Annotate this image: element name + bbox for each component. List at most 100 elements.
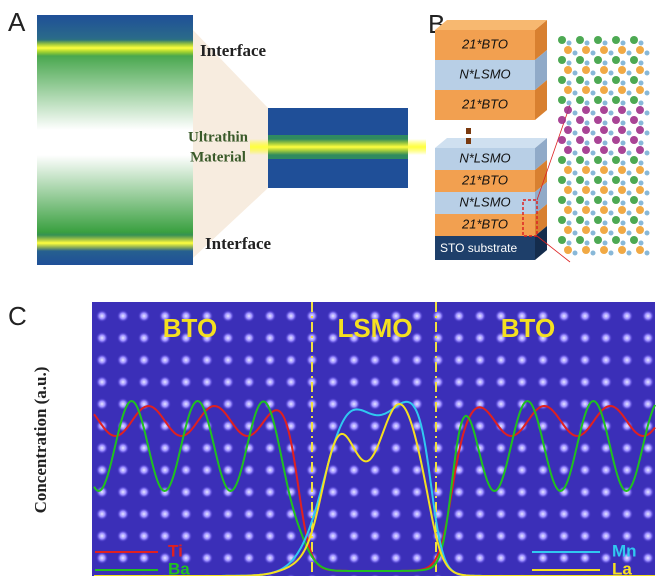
label: Material — [190, 149, 246, 165]
region-label: LSMO — [337, 313, 412, 343]
atom — [630, 56, 638, 64]
atom — [645, 131, 650, 136]
atom — [576, 96, 584, 104]
atom — [627, 131, 632, 136]
atom — [594, 176, 602, 184]
atom — [621, 61, 626, 66]
atom — [591, 191, 596, 196]
atom — [639, 141, 644, 146]
stem-image — [92, 302, 655, 576]
atom — [627, 151, 632, 156]
atom — [576, 196, 584, 204]
atom — [636, 146, 644, 154]
atom — [573, 191, 578, 196]
atom — [603, 141, 608, 146]
atom — [600, 86, 608, 94]
atom — [576, 136, 584, 144]
atom — [612, 76, 620, 84]
atom — [591, 231, 596, 236]
atom — [594, 36, 602, 44]
atom — [621, 141, 626, 146]
atom — [645, 191, 650, 196]
atom — [594, 56, 602, 64]
atom — [585, 81, 590, 86]
atom — [636, 166, 644, 174]
layer-label: 21*BTO — [461, 96, 508, 111]
atom — [585, 221, 590, 226]
atom — [564, 206, 572, 214]
atom — [618, 166, 626, 174]
atom — [567, 141, 572, 146]
atom — [582, 86, 590, 94]
atom — [558, 36, 566, 44]
label: Interface — [205, 234, 272, 253]
atom — [627, 51, 632, 56]
atom — [567, 41, 572, 46]
atom — [639, 221, 644, 226]
atom — [567, 81, 572, 86]
atom — [576, 36, 584, 44]
atom — [582, 66, 590, 74]
atom — [573, 71, 578, 76]
atom — [618, 246, 626, 254]
atom — [603, 241, 608, 246]
atom — [576, 156, 584, 164]
atom — [630, 36, 638, 44]
atom — [609, 111, 614, 116]
atom — [609, 91, 614, 96]
atom — [639, 201, 644, 206]
atom — [585, 241, 590, 246]
atom — [600, 66, 608, 74]
atom — [600, 226, 608, 234]
atom — [630, 156, 638, 164]
atom — [645, 111, 650, 116]
atom — [564, 106, 572, 114]
atom — [558, 56, 566, 64]
atom — [594, 156, 602, 164]
atom — [558, 96, 566, 104]
atom — [618, 206, 626, 214]
atom — [576, 56, 584, 64]
legend-label: Ba — [168, 559, 190, 576]
atom — [609, 131, 614, 136]
atom — [558, 76, 566, 84]
atom — [600, 126, 608, 134]
atom — [564, 226, 572, 234]
atom — [564, 86, 572, 94]
atom — [612, 176, 620, 184]
label: Interface — [200, 41, 267, 60]
atom — [621, 161, 626, 166]
atom — [612, 36, 620, 44]
atom — [612, 196, 620, 204]
atom — [600, 246, 608, 254]
atom — [621, 121, 626, 126]
atom — [594, 196, 602, 204]
atom — [618, 186, 626, 194]
atom — [564, 146, 572, 154]
atom — [618, 146, 626, 154]
atom — [636, 106, 644, 114]
atom — [573, 171, 578, 176]
atom — [576, 76, 584, 84]
layer-label: 21*BTO — [461, 172, 508, 187]
atom — [627, 91, 632, 96]
atom — [612, 116, 620, 124]
atom — [591, 211, 596, 216]
atom — [600, 166, 608, 174]
atom — [576, 176, 584, 184]
atom — [558, 216, 566, 224]
atom — [594, 136, 602, 144]
atom — [594, 116, 602, 124]
atom — [609, 251, 614, 256]
atom — [645, 171, 650, 176]
atom — [591, 91, 596, 96]
atom — [612, 236, 620, 244]
figure: A Interface Ultrathin Material Interface… — [0, 0, 658, 576]
atom — [609, 171, 614, 176]
atom — [630, 196, 638, 204]
atom — [630, 136, 638, 144]
ellipsis — [466, 128, 471, 134]
atom — [567, 221, 572, 226]
interface-line — [37, 40, 193, 56]
atom — [600, 186, 608, 194]
